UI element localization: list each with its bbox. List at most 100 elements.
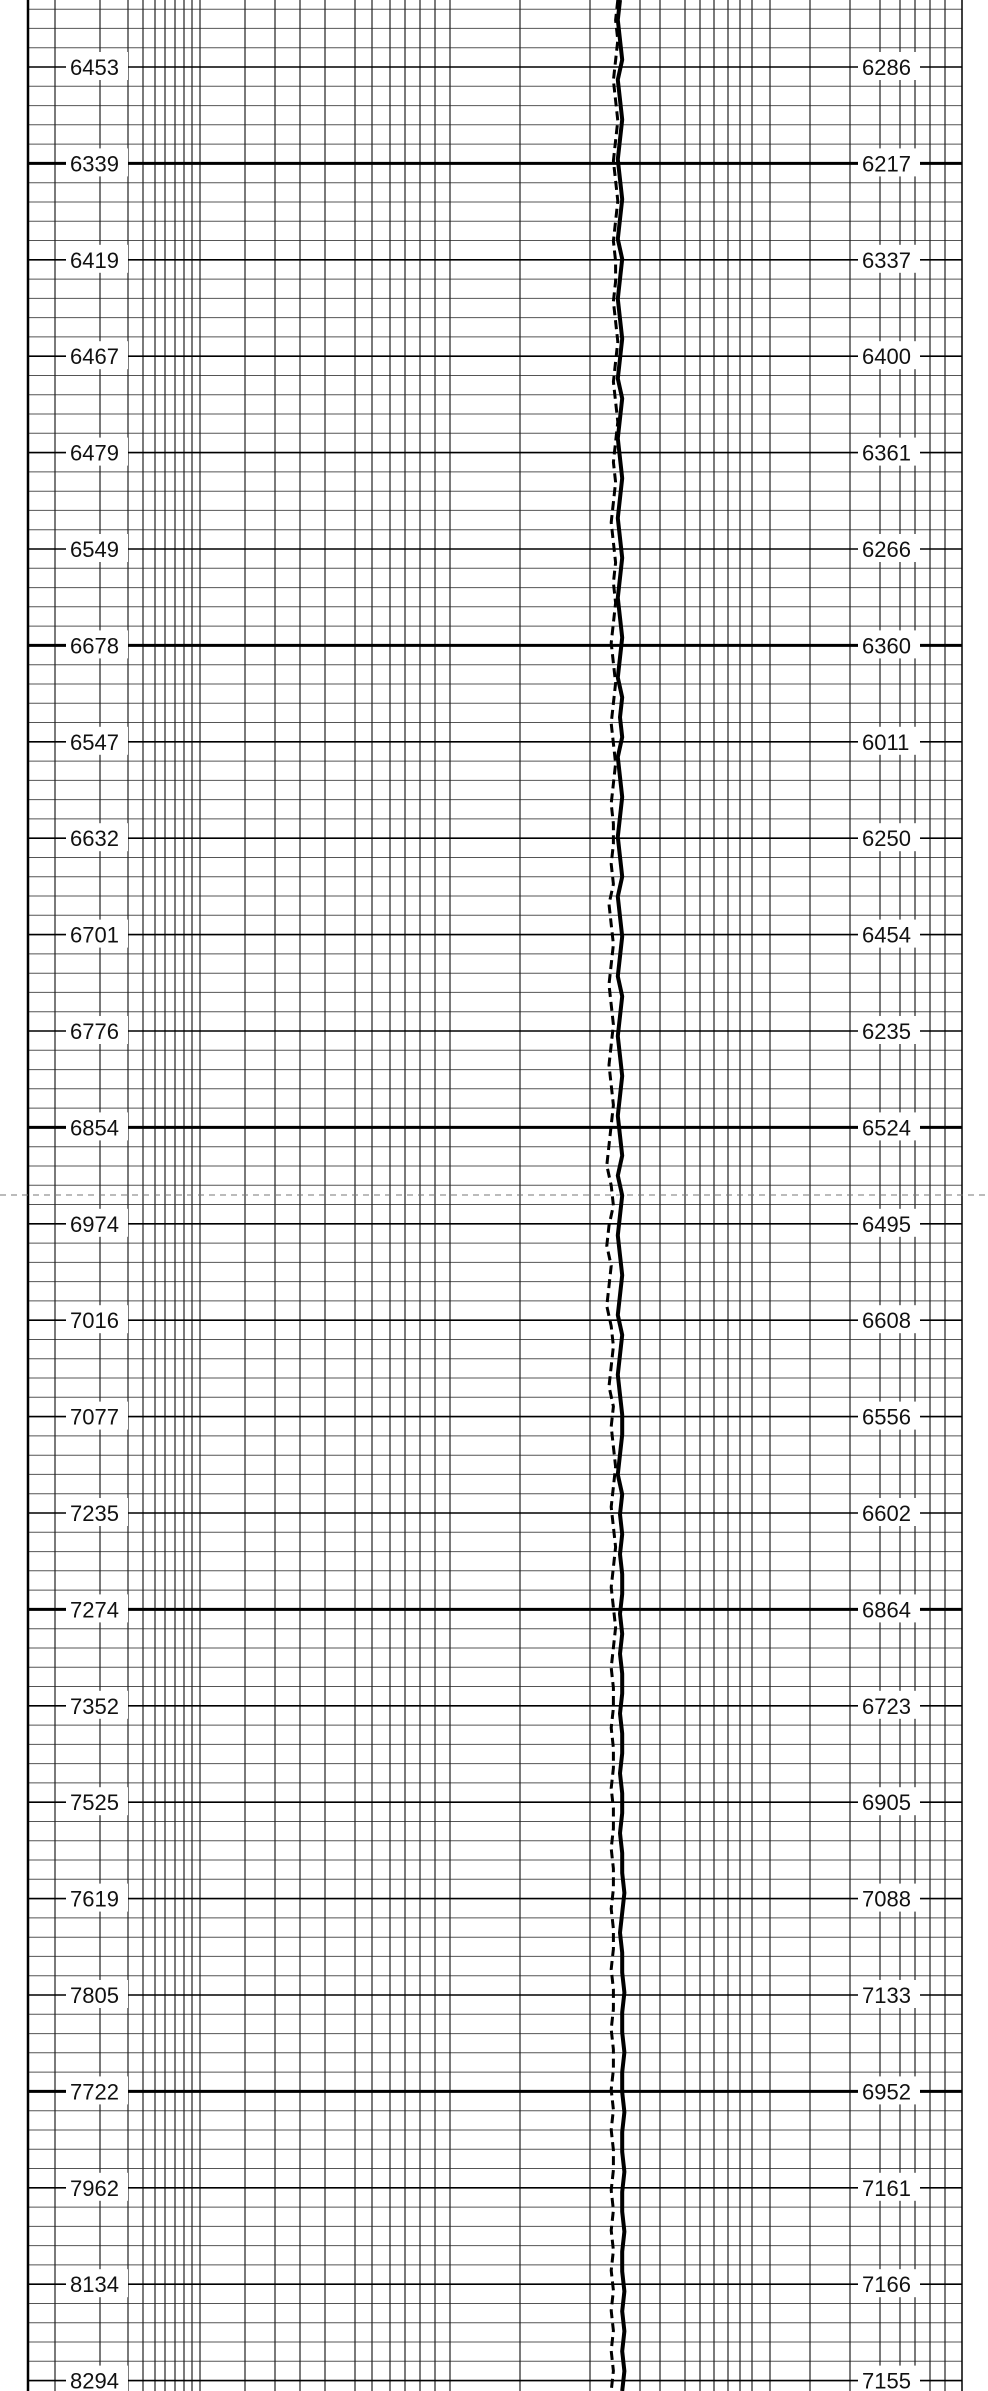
right-track-label-bg [858, 726, 920, 755]
left-track-label: 8134 [70, 2272, 119, 2297]
left-track-label: 7722 [70, 2079, 119, 2104]
right-track-label: 6556 [862, 1405, 911, 1430]
left-track-label: 6453 [70, 55, 119, 80]
right-track-label-bg [858, 534, 920, 562]
right-track-label-bg [858, 1112, 920, 1141]
left-track-label-bg [66, 534, 128, 562]
right-track-label-bg [858, 2269, 920, 2298]
right-track-label: 6360 [862, 633, 911, 658]
left-track-label-bg [66, 1112, 128, 1141]
right-track-label-bg [858, 630, 920, 659]
right-track-label-bg [858, 2076, 920, 2105]
right-track-label: 7161 [862, 2176, 911, 2201]
left-track-label: 8294 [70, 2369, 119, 2391]
right-track-label: 6217 [862, 151, 911, 176]
right-track-label-bg [858, 1498, 920, 1526]
left-track-label: 7962 [70, 2176, 119, 2201]
left-track-label: 6549 [70, 537, 119, 562]
right-track-label-bg [858, 1305, 920, 1334]
left-track-label: 6776 [70, 1019, 119, 1044]
left-track-label-bg [66, 919, 128, 948]
right-track-label-bg [858, 148, 920, 177]
right-track-label: 7155 [862, 2369, 911, 2391]
right-track-label-bg [858, 341, 920, 370]
left-track-label: 6479 [70, 441, 119, 466]
left-track-label-bg [66, 1980, 128, 2008]
right-track-label-bg [858, 1980, 920, 2008]
left-track-label: 7525 [70, 1790, 119, 1815]
right-track-label: 6524 [862, 1115, 911, 1140]
left-track-label: 6974 [70, 1212, 119, 1237]
right-track-label-bg [858, 1883, 920, 1912]
right-track-label: 6723 [862, 1694, 911, 1719]
left-track-label-bg [66, 1401, 128, 1430]
left-track-label-bg [66, 1594, 128, 1623]
right-track-label: 6454 [862, 923, 911, 948]
left-track-label-bg [66, 1883, 128, 1912]
left-track-label: 7274 [70, 1597, 119, 1622]
right-track-label-bg [858, 1208, 920, 1237]
left-track-label: 7619 [70, 1887, 119, 1912]
left-track-label-bg [66, 630, 128, 659]
right-track-label-bg [858, 919, 920, 948]
right-track-label-bg [858, 823, 920, 852]
right-track-label: 6608 [862, 1308, 911, 1333]
right-track-label: 6495 [862, 1212, 911, 1237]
left-track-label: 7016 [70, 1308, 119, 1333]
left-track-label-bg [66, 823, 128, 852]
right-track-label-bg [858, 2172, 920, 2201]
right-track-label-bg [858, 1401, 920, 1430]
left-track-label-bg [66, 148, 128, 177]
left-track-label-bg [66, 2269, 128, 2298]
right-track-label: 7088 [862, 1887, 911, 1912]
right-track-label: 6011 [862, 730, 909, 755]
left-track-label: 7352 [70, 1694, 119, 1719]
right-track-label: 6235 [862, 1019, 911, 1044]
right-track-label-bg [858, 2365, 920, 2391]
right-track-label: 7133 [862, 1983, 911, 2008]
left-track-label-bg [66, 1208, 128, 1237]
right-track-labels: 6286 6217 6337 6400 6361 6266 6360 6011 6250 6454… [858, 52, 920, 2391]
right-track-label: 6952 [862, 2079, 911, 2104]
left-track-label-bg [66, 52, 128, 80]
left-track-label-bg [66, 1690, 128, 1719]
right-track-label: 6400 [862, 344, 911, 369]
right-track-label: 6602 [862, 1501, 911, 1526]
grid-major-horizontal [28, 66, 962, 2382]
series-solid-line [615, 0, 627, 2391]
right-track-label: 6361 [862, 441, 911, 466]
left-track-label-bg [66, 1498, 128, 1526]
left-track-label: 6467 [70, 344, 119, 369]
right-track-label-bg [858, 437, 920, 466]
series-dashed-line [605, 0, 620, 2391]
left-track-label: 6419 [70, 248, 119, 273]
left-track-label-bg [66, 1787, 128, 1816]
left-track-label-bg [66, 1305, 128, 1334]
left-track-label-bg [66, 244, 128, 273]
left-track-label-bg [66, 341, 128, 370]
right-track-label-bg [858, 244, 920, 273]
left-track-label-bg [66, 1016, 128, 1044]
series-lines [605, 0, 627, 2391]
left-track-label-bg [66, 2172, 128, 2201]
left-track-label-bg [66, 726, 128, 755]
right-track-label: 6864 [862, 1597, 911, 1622]
right-track-label-bg [858, 1690, 920, 1719]
left-track-label: 6678 [70, 633, 119, 658]
left-track-label: 6547 [70, 730, 119, 755]
right-track-label: 6286 [862, 55, 911, 80]
left-track-label: 6339 [70, 151, 119, 176]
left-track-label-bg [66, 2076, 128, 2105]
right-track-label: 7166 [862, 2272, 911, 2297]
left-track-labels: 6453 6339 6419 6467 6479 6549 6678 6547 6632 6701… [66, 52, 128, 2391]
left-track-label-bg [66, 2365, 128, 2391]
right-track-label: 6266 [862, 537, 911, 562]
right-track-label-bg [858, 1594, 920, 1623]
right-track-label: 6905 [862, 1790, 911, 1815]
left-track-label: 7805 [70, 1983, 119, 2008]
left-track-label: 7235 [70, 1501, 119, 1526]
left-track-label-bg [66, 437, 128, 466]
left-track-label: 6701 [70, 923, 119, 948]
